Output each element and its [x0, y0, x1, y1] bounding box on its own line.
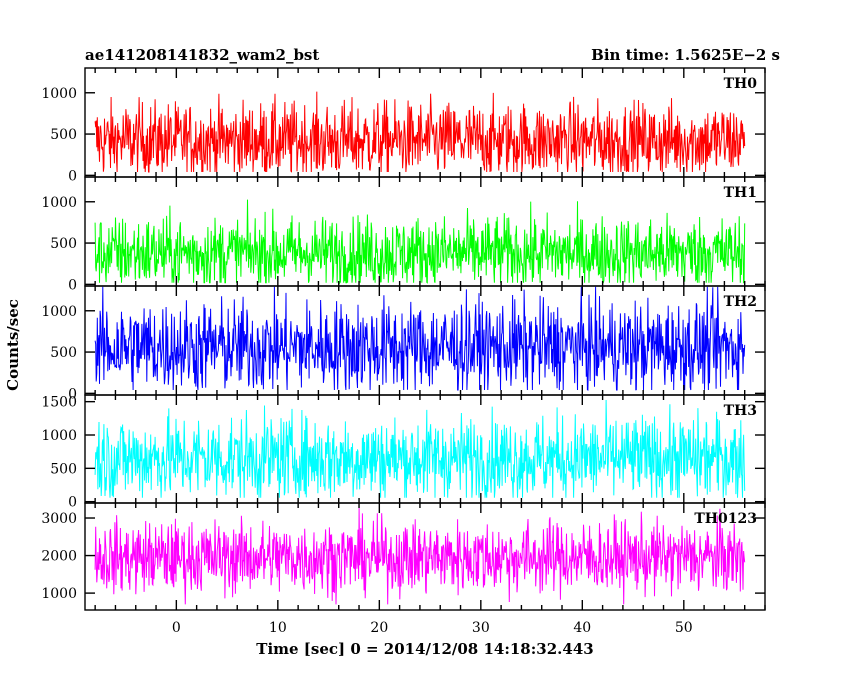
- panel-label-TH0123: TH0123: [694, 511, 757, 527]
- series-line-TH3: [94, 399, 746, 498]
- x-tick-label: 20: [370, 620, 388, 636]
- y-tick-label-TH0: 0: [68, 168, 77, 184]
- panel-frame-TH1: [84, 176, 766, 287]
- y-tick-label-TH1: 500: [50, 236, 77, 252]
- x-tick-label: 50: [675, 620, 693, 636]
- panel-label-TH0: TH0: [724, 76, 758, 92]
- y-tick-label-TH1: 1000: [41, 195, 77, 211]
- y-tick-label-TH2: 1000: [41, 304, 77, 320]
- y-tick-label-TH2: 0: [68, 386, 77, 402]
- series-line-TH2: [94, 286, 746, 391]
- y-axis-label: Counts/sec: [4, 299, 22, 391]
- x-axis-label: Time [sec] 0 = 2014/12/08 14:18:32.443: [256, 640, 593, 658]
- y-tick-label-TH1: 0: [68, 277, 77, 293]
- x-tick-label: 10: [269, 620, 287, 636]
- panel-frame-TH0123: [84, 502, 766, 611]
- panel-label-TH1: TH1: [724, 185, 757, 201]
- y-tick-label-TH0: 1000: [41, 86, 77, 102]
- panel-label-TH3: TH3: [724, 403, 757, 419]
- y-tick-label-TH0123: 3000: [41, 511, 77, 527]
- y-tick-label-TH2: 500: [50, 345, 77, 361]
- x-tick-label: 30: [472, 620, 490, 636]
- chart-title: ae141208141832_wam2_bst: [85, 46, 319, 64]
- y-tick-label-TH3: 500: [50, 461, 77, 477]
- y-tick-label-TH3: 1500: [41, 395, 77, 411]
- x-tick-label: 40: [573, 620, 591, 636]
- y-tick-label-TH0123: 2000: [41, 549, 77, 565]
- series-line-TH0: [94, 91, 746, 173]
- panels-group: 05001000TH005001000TH105001000TH20500100…: [41, 67, 766, 636]
- panel-label-TH2: TH2: [724, 294, 757, 310]
- y-tick-label-TH0: 500: [50, 127, 77, 143]
- series-line-TH0123: [94, 507, 746, 605]
- chart-subtitle: Bin time: 1.5625E−2 s: [591, 46, 780, 64]
- y-tick-label-TH3: 0: [68, 495, 77, 511]
- y-tick-label-TH0123: 1000: [41, 586, 77, 602]
- series-line-TH1: [94, 199, 746, 285]
- x-tick-label: 0: [172, 620, 181, 636]
- y-tick-label-TH3: 1000: [41, 428, 77, 444]
